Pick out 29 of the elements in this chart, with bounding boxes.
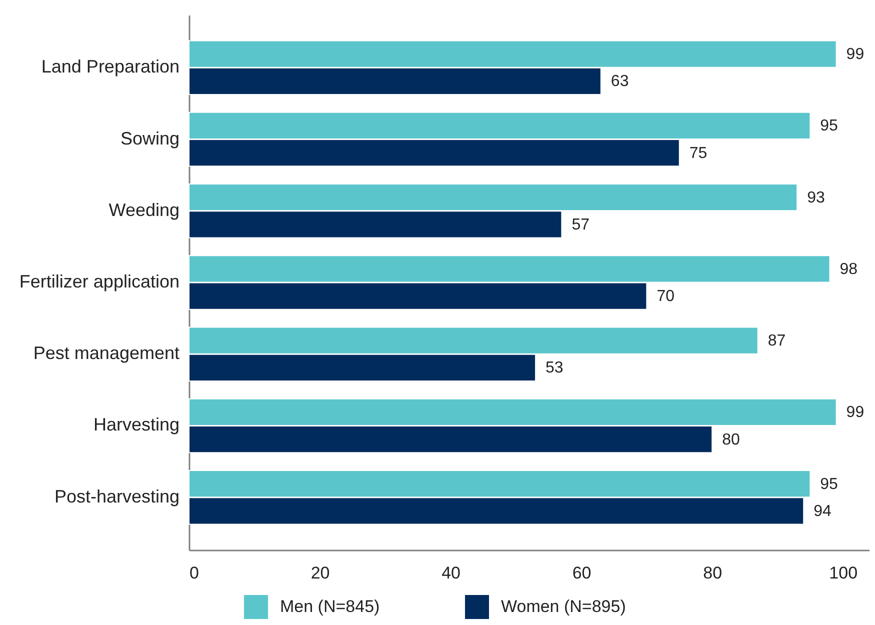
data-label: 98 bbox=[840, 260, 858, 278]
data-label: 57 bbox=[572, 216, 590, 234]
data-label: 95 bbox=[820, 118, 838, 135]
data-label: 99 bbox=[846, 404, 864, 422]
y-tick-label: Land Preparation bbox=[41, 56, 180, 77]
data-label: 99 bbox=[846, 46, 864, 64]
y-tick-label: Harvesting bbox=[93, 414, 180, 435]
x-tick-label: 100 bbox=[829, 564, 858, 582]
x-tick-label: 60 bbox=[572, 564, 592, 582]
legend-label: Women (N=895) bbox=[501, 597, 626, 616]
x-tick-label: 40 bbox=[442, 564, 460, 582]
y-tick-label: Sowing bbox=[120, 128, 180, 148]
x-tick-label: 20 bbox=[310, 564, 330, 582]
y-tick-label: Post-harvesting bbox=[54, 486, 180, 506]
y-tick-label: Pest management bbox=[33, 343, 180, 364]
y-tick-label: Fertilizer application bbox=[19, 272, 180, 292]
data-label: 93 bbox=[807, 189, 825, 206]
data-label: 53 bbox=[546, 360, 564, 377]
data-label: 70 bbox=[656, 288, 675, 306]
legend-label: Men (N=845) bbox=[280, 597, 380, 616]
data-label: 87 bbox=[768, 332, 786, 350]
data-label: 95 bbox=[820, 476, 838, 493]
data-label: 80 bbox=[722, 431, 740, 448]
x-tick-label: 0 bbox=[190, 564, 199, 582]
data-label: 94 bbox=[814, 502, 832, 520]
data-label: 63 bbox=[610, 73, 629, 90]
y-tick-label: Weeding bbox=[108, 200, 180, 220]
x-tick-label: 80 bbox=[703, 564, 722, 582]
data-label: 75 bbox=[689, 144, 708, 162]
